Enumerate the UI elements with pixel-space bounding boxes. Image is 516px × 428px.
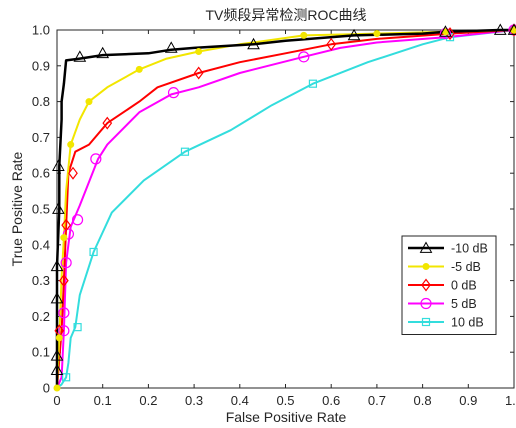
series-marker-0dB [193,66,204,80]
legend: -10 dB -5 dB 0 dB 5 dB 10 dB [401,235,497,335]
legend-marker-5dB [420,297,432,310]
x-tick-label: 0.8 [414,393,432,408]
series-line-5dB [56,29,515,389]
series-marker-neg5dB [53,384,61,392]
plot-area [55,28,515,389]
x-tick-label: 0.1 [94,393,112,408]
legend-label-0dB: 0 dB [451,279,477,293]
y-tick-label: 1.0 [32,23,50,38]
series-marker-0dB [58,274,69,288]
legend-label-neg5dB: -5 dB [451,260,481,274]
series-marker-neg10dB [164,41,178,53]
series-marker-10dB [180,147,190,156]
series-marker-neg10dB [50,363,64,375]
y-tick-label: 0.6 [32,166,50,181]
series-marker-neg10dB [50,259,64,272]
series-marker-0dB [61,218,72,232]
series-marker-neg10dB [52,159,65,171]
legend-label-5dB: 5 dB [451,297,477,311]
series-line-0dB [56,29,515,389]
series-marker-neg5dB [373,30,381,38]
series-marker-10dB [89,247,98,257]
series-marker-neg5dB [60,234,68,242]
y-tick-label: 0.2 [32,309,50,324]
x-tick-label: 0.9 [459,393,477,408]
x-tick-label: 0.6 [322,393,340,408]
y-tick-label: 0 [43,381,50,396]
series-line-10dB [56,29,515,389]
series-marker-neg10dB [493,23,507,35]
series-marker-10dB [62,373,71,382]
series-markers [50,23,516,392]
series-marker-5dB [58,307,70,319]
x-tick-label: 0.3 [185,393,203,408]
legend-label-10dB: 10 dB [451,316,484,330]
tick-labels: 0 0.1 0.2 0.3 0.4 0.5 0.6 0.7 0.8 0.9 1.0 0 0.1 0.2 0.… [32,23,516,409]
series-marker-neg5dB [67,141,75,149]
series-marker-5dB [62,228,75,240]
series-line-neg5dB [56,29,515,389]
y-tick-label: 0.3 [32,273,50,288]
series-marker-neg10dB [439,25,452,37]
legend-marker-neg10dB [419,241,433,253]
series-marker-0dB [68,166,78,180]
series-marker-neg5dB [300,31,308,39]
legend-marker-neg5dB [422,263,430,270]
series-marker-10dB [73,323,82,332]
legend-label-neg10dB: -10 dB [451,242,488,256]
x-tick-label: 0.4 [231,393,249,408]
series-marker-5dB [90,153,102,165]
y-tick-label: 0.5 [32,202,50,217]
series-marker-neg10dB [50,349,64,361]
series-marker-neg10dB [73,50,87,62]
series-marker-5dB [58,325,70,337]
y-tick-label: 0.7 [32,130,50,145]
y-tick-label: 0.9 [32,58,50,73]
series-marker-neg10dB [347,28,361,41]
series-marker-neg5dB [55,334,63,342]
series-marker-neg10dB [247,37,260,50]
series-marker-5dB [60,257,72,269]
chart-title: TV频段异常检测ROC曲线 [206,7,367,23]
y-tick-label: 0.1 [32,345,50,360]
series-marker-neg10dB [96,46,110,59]
series-marker-neg5dB [195,47,203,55]
series-marker-neg5dB [85,98,93,106]
x-tick-label: 0.5 [276,393,294,408]
y-tick-label: 0.4 [32,237,50,252]
legend-marker-10dB [421,317,431,327]
series-marker-neg10dB [52,202,65,214]
series-marker-5dB [167,87,180,99]
x-tick-label: 0 [53,393,60,408]
y-axis-label: True Positive Rate [9,151,25,266]
series-marker-10dB [308,79,318,88]
x-axis-label: False Positive Rate [226,409,347,425]
series-marker-neg10dB [50,291,64,304]
series-marker-0dB [326,37,337,51]
x-tick-label: 0.2 [139,393,157,408]
x-tick-label: 1.0 [505,393,516,408]
series-marker-0dB [102,116,113,130]
x-tick-label: 0.7 [368,393,386,408]
y-tick-label: 0.8 [32,94,50,109]
series-marker-neg5dB [135,65,143,73]
series-marker-5dB [71,214,84,226]
series-marker-neg10dB [507,23,516,35]
legend-marker-0dB [421,278,431,292]
series-marker-5dB [298,51,310,63]
